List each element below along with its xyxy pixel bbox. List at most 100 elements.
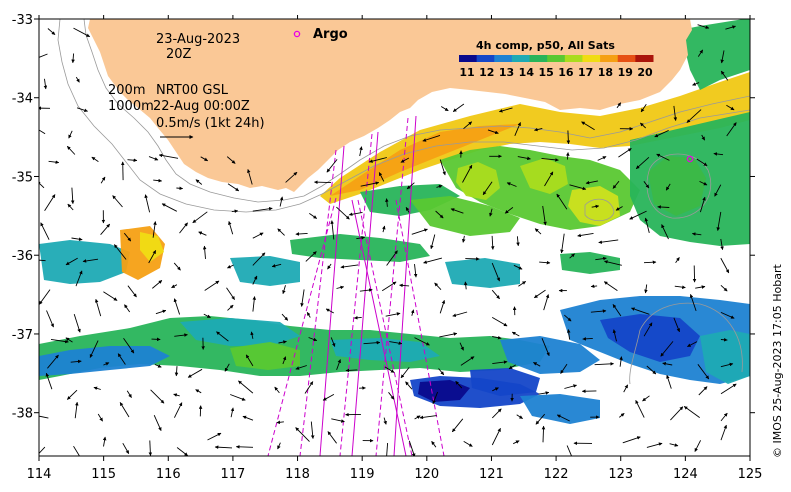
current-vector xyxy=(73,445,81,456)
current-vector xyxy=(662,362,673,366)
current-vector xyxy=(68,130,73,139)
current-vector xyxy=(400,367,410,379)
current-vector xyxy=(100,176,106,184)
current-vector xyxy=(665,183,671,191)
current-vector xyxy=(516,236,520,247)
current-vector xyxy=(304,381,314,394)
current-vector xyxy=(720,284,728,292)
current-vector xyxy=(195,389,202,394)
current-vector xyxy=(40,222,50,240)
current-vector xyxy=(227,264,234,269)
current-vector xyxy=(720,362,734,368)
current-vector xyxy=(179,222,188,234)
current-vector xyxy=(214,445,233,449)
current-vector xyxy=(252,232,264,239)
current-vector xyxy=(200,156,209,162)
eddy-contour-mid xyxy=(584,198,615,222)
current-vector xyxy=(490,235,495,250)
current-vector xyxy=(228,221,234,235)
current-vector xyxy=(153,178,163,183)
product-label: NRT00 GSL xyxy=(156,83,229,98)
current-vector xyxy=(695,285,706,289)
current-vector xyxy=(692,82,700,86)
current-vector xyxy=(640,103,647,113)
current-vector xyxy=(714,184,722,197)
current-vector xyxy=(432,391,439,405)
current-vector xyxy=(310,421,315,439)
x-tick-label: 122 xyxy=(544,467,569,482)
current-vector xyxy=(322,394,335,401)
current-vector xyxy=(158,153,179,159)
current-vector xyxy=(356,236,366,240)
satellite-track xyxy=(267,197,337,456)
current-vector xyxy=(39,180,45,189)
current-vector xyxy=(436,184,443,189)
current-vector xyxy=(411,228,428,235)
current-vector xyxy=(694,440,702,452)
current-vector xyxy=(127,285,137,298)
current-vector xyxy=(720,383,737,395)
current-vectors xyxy=(39,24,737,456)
current-vector xyxy=(408,440,416,456)
sst-patch xyxy=(445,258,520,288)
current-vector xyxy=(230,394,246,401)
current-vector xyxy=(70,359,82,364)
colorbar-label: 17 xyxy=(578,66,593,79)
current-vector xyxy=(279,196,284,207)
current-vector xyxy=(564,384,577,389)
current-vector xyxy=(47,354,59,369)
y-tick-label: -35 xyxy=(12,170,33,185)
current-vector xyxy=(305,251,317,262)
current-vector xyxy=(82,258,99,263)
current-vector xyxy=(698,386,708,396)
current-vector xyxy=(639,122,647,129)
current-vector xyxy=(152,221,157,238)
current-vector xyxy=(274,386,280,394)
satellite-track xyxy=(299,149,337,456)
current-vector xyxy=(566,329,571,340)
current-vector xyxy=(604,260,622,266)
sst-patches xyxy=(39,19,750,424)
current-vector xyxy=(173,393,180,397)
time-label: 20Z xyxy=(166,47,192,62)
current-vector xyxy=(644,217,650,234)
current-vector xyxy=(422,134,441,142)
current-vector xyxy=(720,50,725,64)
current-vector xyxy=(603,281,618,291)
colorbar-segment xyxy=(600,55,619,62)
eddy-contour-east xyxy=(646,153,712,219)
current-vector xyxy=(644,284,648,294)
current-vector xyxy=(674,285,686,289)
legend-1000m: 1000m xyxy=(108,99,154,114)
current-vector xyxy=(590,284,598,289)
current-vector xyxy=(97,413,103,422)
current-vector xyxy=(45,372,53,390)
current-vector xyxy=(295,427,310,442)
current-vector xyxy=(102,436,107,447)
sst-patch xyxy=(140,232,164,262)
current-vector xyxy=(247,169,253,185)
y-tick-label: -33 xyxy=(12,13,33,28)
colorbar-label: 20 xyxy=(637,66,653,79)
current-vector xyxy=(675,257,680,263)
current-vector xyxy=(689,294,697,312)
current-vector xyxy=(252,252,266,266)
x-tick-label: 121 xyxy=(479,467,504,482)
current-vector xyxy=(511,331,520,337)
current-vector xyxy=(612,329,617,342)
current-vector xyxy=(103,362,110,366)
current-vector xyxy=(629,210,647,220)
current-vector xyxy=(691,232,702,236)
current-vector xyxy=(359,288,373,292)
current-vector xyxy=(47,28,56,36)
current-vector xyxy=(541,425,546,443)
sst-patch xyxy=(230,342,300,370)
current-vector xyxy=(369,157,388,163)
current-vector xyxy=(119,402,130,418)
current-vector xyxy=(66,389,78,400)
current-vector xyxy=(720,311,735,319)
current-vector xyxy=(39,259,46,262)
current-vector xyxy=(643,181,650,189)
current-vector xyxy=(699,180,708,186)
current-vector xyxy=(518,281,527,287)
